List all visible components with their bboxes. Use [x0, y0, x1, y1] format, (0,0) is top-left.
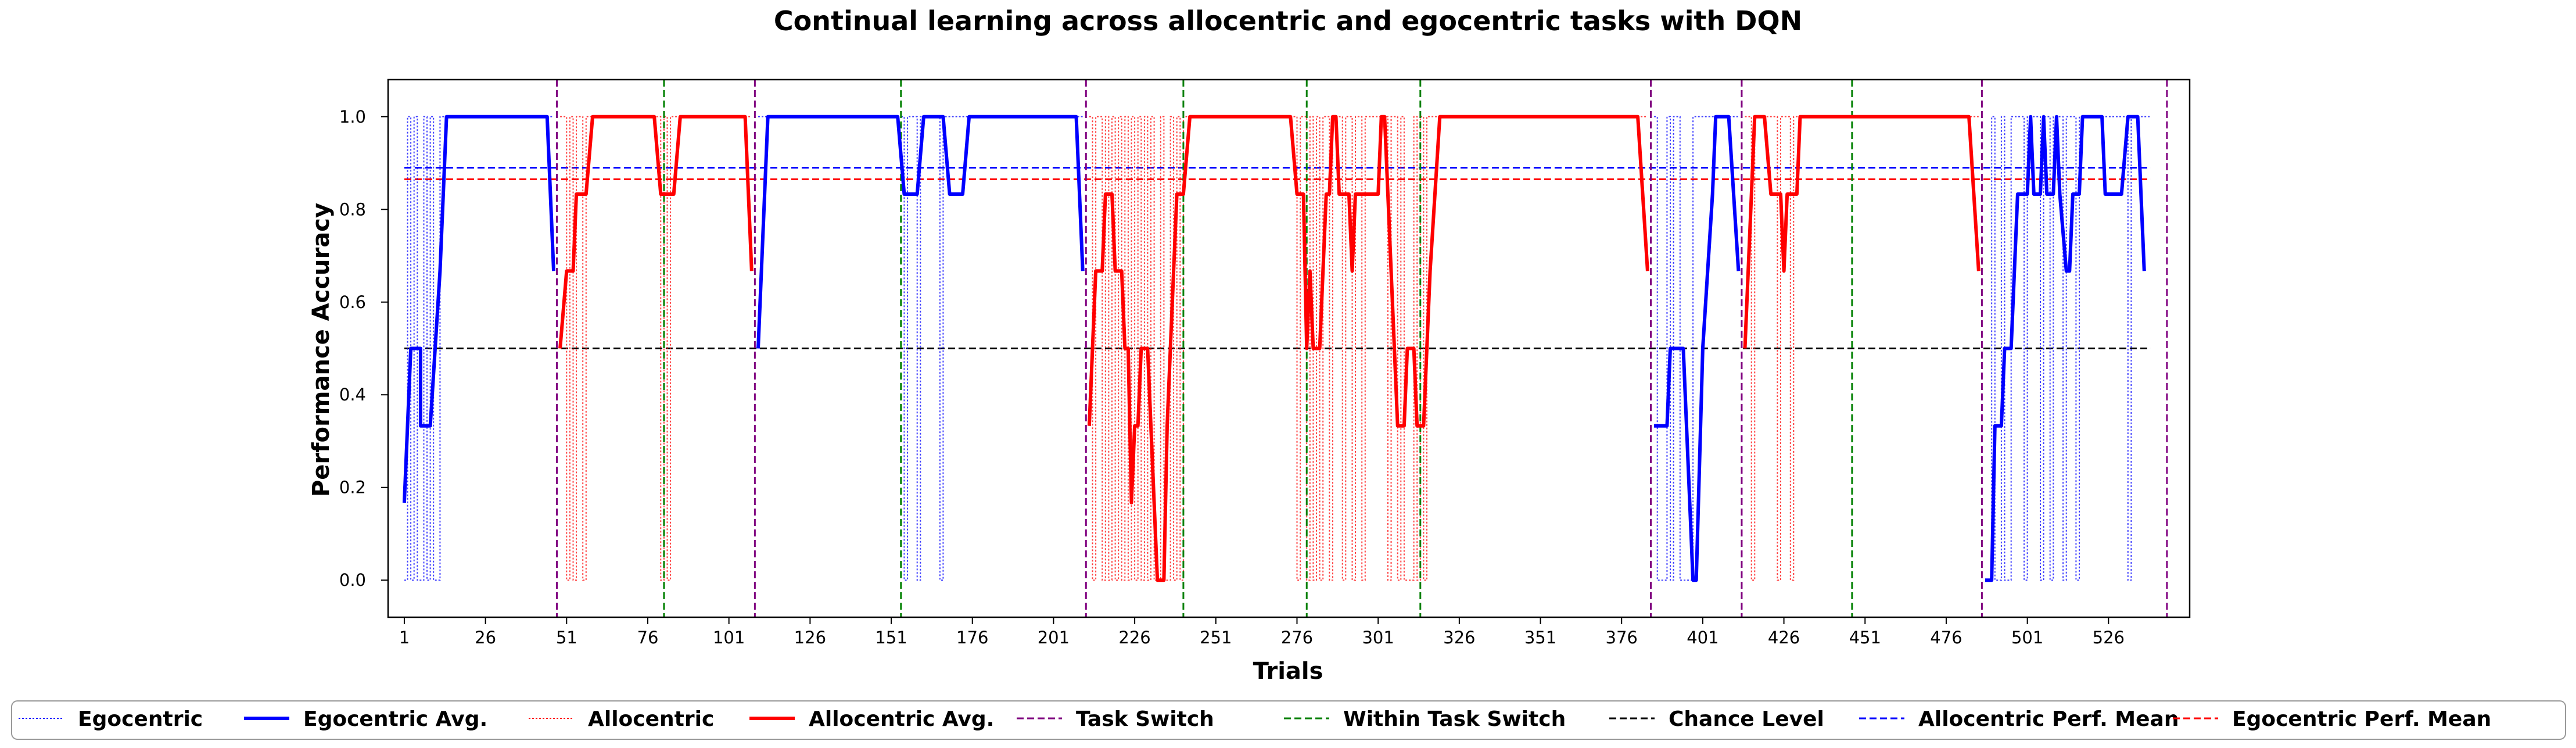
x-tick-label: 451 [1849, 628, 1881, 647]
allocentric-raw-series-2 [560, 116, 752, 581]
axis-ticks: 1 26 51 76 101 126 151 176 201 226 251 276 301 326 351… [339, 107, 2125, 647]
x-tick-label: 351 [1524, 628, 1556, 647]
x-tick-label: 376 [1606, 628, 1638, 647]
x-tick-label: 101 [713, 628, 745, 647]
egocentric-avg-series-1 [402, 114, 555, 503]
legend-label-9: Egocentric Perf. Mean [2232, 707, 2491, 731]
x-tick-label: 151 [875, 628, 907, 647]
legend-label-3: Allocentric [588, 707, 714, 731]
plot-area [402, 80, 2168, 617]
x-tick-label: 126 [794, 628, 826, 647]
y-axis-label: Performance Accuracy [308, 203, 335, 497]
x-tick-label: 276 [1281, 628, 1313, 647]
legend-label-6: Within Task Switch [1343, 707, 1566, 731]
y-tick-label: 0.6 [339, 292, 366, 312]
legend-box [11, 700, 2566, 740]
plot-frame [387, 78, 2191, 618]
legend-label-5: Task Switch [1076, 707, 1214, 731]
x-tick-label: 501 [2011, 628, 2043, 647]
x-tick-label: 526 [2093, 628, 2125, 647]
x-tick-label: 51 [556, 628, 577, 647]
x-tick-label: 301 [1362, 628, 1394, 647]
chart-title: Continual learning across allocentric an… [774, 5, 1802, 37]
allocentric-avg-series-2 [558, 114, 754, 349]
allocentric-raw-series-6 [1745, 116, 1979, 581]
egocentric-raw-series-1 [404, 116, 554, 581]
egocentric-raw-series-7 [1985, 116, 2151, 581]
x-tick-label: 1 [399, 628, 410, 647]
legend-label-7: Chance Level [1669, 707, 1824, 731]
x-tick-label: 476 [1930, 628, 1962, 647]
x-axis-label: Trials [1253, 658, 1323, 685]
y-tick-label: 1.0 [339, 107, 366, 127]
legend-label-1: Egocentric [78, 707, 203, 731]
egocentric-raw-series-5 [1654, 116, 1739, 581]
legend: Egocentric Egocentric Avg. Allocentric Allo… [11, 700, 2566, 740]
legend-label-8: Allocentric Perf. Mean [1918, 707, 2179, 731]
allocentric-avg-series-6 [1743, 114, 1981, 349]
x-tick-label: 426 [1768, 628, 1800, 647]
x-tick-label: 201 [1038, 628, 1070, 647]
egocentric-avg-series-7 [1985, 114, 2146, 582]
egocentric-avg-series-3 [756, 114, 1085, 349]
x-tick-label: 76 [637, 628, 659, 647]
egocentric-avg-series-5 [1654, 114, 1741, 582]
x-tick-label: 26 [475, 628, 496, 647]
legend-label-2: Egocentric Avg. [303, 707, 487, 731]
x-tick-label: 251 [1200, 628, 1232, 647]
x-tick-label: 326 [1443, 628, 1475, 647]
x-tick-label: 176 [956, 628, 988, 647]
x-tick-label: 226 [1118, 628, 1150, 647]
y-tick-label: 0.0 [339, 570, 366, 590]
allocentric-avg-series-4 [1087, 114, 1649, 582]
y-tick-label: 0.4 [339, 385, 366, 405]
legend-label-4: Allocentric Avg. [809, 707, 994, 731]
y-tick-label: 0.2 [339, 478, 366, 498]
x-tick-label: 401 [1687, 628, 1718, 647]
y-tick-label: 0.8 [339, 199, 366, 219]
egocentric-raw-series-3 [758, 116, 1083, 581]
